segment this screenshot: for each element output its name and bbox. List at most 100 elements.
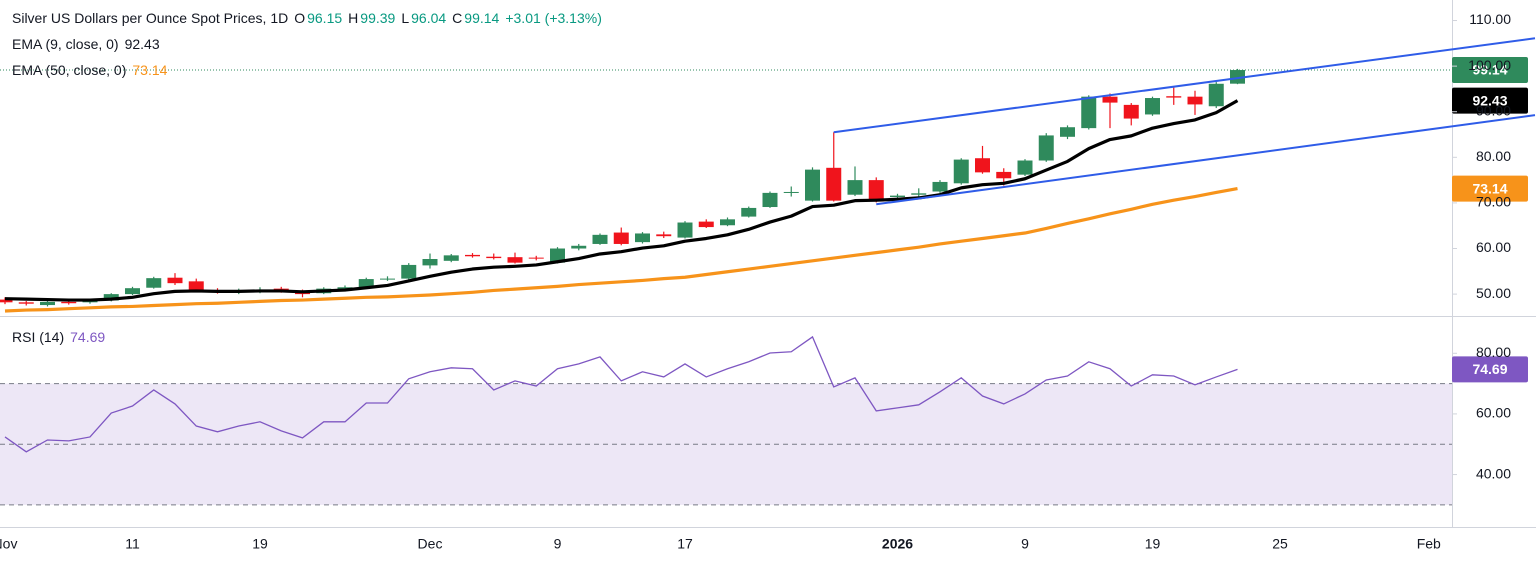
candle-body: [847, 180, 863, 195]
overlay: 99.14 92.43 73.14 74.69: [833, 37, 1536, 383]
candle-body: [486, 256, 502, 259]
candle-body: [1060, 127, 1075, 137]
y-tick-label: 70.00: [1476, 194, 1511, 210]
y-tick-label: 50.00: [1476, 285, 1511, 301]
price-marker: [1452, 57, 1528, 84]
ema-line: [4, 187, 1238, 313]
legend-value: 73.14: [132, 62, 168, 78]
candle-body: [1123, 104, 1139, 119]
y-tick-label: 60.00: [1476, 405, 1511, 421]
price-marker-label: 99.14: [1472, 62, 1507, 78]
ohlc-value: 99.39: [360, 10, 396, 26]
candle-body: [167, 277, 183, 284]
ohlc-value: 99.14: [464, 10, 500, 26]
candle-body: [783, 191, 799, 193]
candle-body: [592, 234, 608, 244]
ohlc-value: 96.15: [307, 10, 343, 26]
price-marker-label: 74.69: [1472, 361, 1507, 377]
header-row: Silver US Dollars per Ounce Spot Prices,…: [12, 9, 608, 27]
candle-body: [762, 192, 778, 208]
candle-body: [443, 255, 459, 261]
candle-body: [0, 299, 13, 303]
change-label: +3.01 (+3.13%): [505, 10, 602, 26]
y-tick-label: 100.00: [1468, 57, 1511, 73]
y-tick-label: 90.00: [1476, 102, 1511, 118]
candle-body: [146, 278, 162, 288]
candle-body: [528, 257, 544, 259]
candle-body: [61, 301, 77, 304]
candle-body: [656, 234, 672, 237]
candle-body: [890, 195, 905, 197]
candle-body: [507, 257, 523, 263]
candle-body: [358, 279, 374, 288]
ohlc-value: 96.04: [411, 10, 447, 26]
candle-body: [188, 281, 204, 291]
candle-body: [1187, 96, 1203, 105]
legend-name: EMA (9, close, 0): [12, 36, 119, 52]
y-tick-label: 110.00: [1469, 11, 1511, 27]
candle-body: [550, 248, 565, 263]
x-tick-label: 25: [1272, 536, 1288, 552]
candle-body: [401, 264, 417, 279]
candle-body: [1230, 70, 1245, 84]
ohlc-letter: O: [294, 10, 306, 26]
x-tick-label: Dec: [418, 536, 443, 552]
legend-row: EMA (9, close, 0) 92.43: [12, 35, 166, 53]
y-tick-label: 80.00: [1476, 344, 1511, 360]
candle-body: [805, 169, 820, 201]
y-tick-label: 80.00: [1476, 148, 1511, 164]
candle-body: [1038, 135, 1054, 161]
candle-body: [1166, 96, 1182, 98]
x-tick-label: 9: [554, 536, 562, 552]
rsi-line: [4, 335, 1238, 453]
candle-body: [465, 254, 480, 257]
legend-row: RSI (14) 74.69: [12, 328, 111, 346]
y-tick-label: 40.00: [1476, 465, 1511, 481]
chart-title: Silver US Dollars per Ounce Spot Prices,…: [12, 10, 289, 26]
candle-body: [613, 232, 629, 244]
x-tick-label: 9: [1021, 536, 1029, 552]
y-tick-label: 60.00: [1476, 239, 1511, 255]
candle-body: [911, 193, 927, 195]
legend-name: RSI (14): [12, 329, 65, 345]
candle-body: [996, 171, 1012, 179]
legend-row: EMA (50, close, 0) 73.14: [12, 61, 173, 79]
candle-body: [677, 222, 693, 238]
candle-body: [953, 159, 969, 184]
candle-body: [1081, 96, 1097, 129]
candle-body: [741, 207, 757, 217]
price-marker: [1452, 356, 1528, 383]
ema-line: [4, 99, 1239, 302]
candle-body: [40, 301, 55, 306]
x-tick-label: Nov: [0, 536, 17, 552]
candle-body: [1017, 160, 1033, 175]
channel-line: [876, 114, 1536, 206]
candle-body: [1102, 96, 1118, 103]
x-tick-label: 19: [1145, 536, 1161, 552]
candle-body: [698, 221, 714, 228]
candle-body: [103, 294, 119, 301]
price-marker-label: 92.43: [1472, 92, 1507, 108]
candle-body: [422, 259, 438, 266]
legend-name: EMA (50, close, 0): [12, 62, 127, 78]
candle-body: [975, 158, 990, 173]
candle-body: [826, 167, 842, 201]
rsi-pane: [0, 335, 1452, 506]
x-tick-label: Feb: [1417, 536, 1441, 552]
candle-body: [1208, 83, 1224, 107]
candle-body: [571, 245, 587, 249]
candle-body: [125, 288, 140, 295]
candle-body: [932, 181, 948, 192]
x-tick-label: 17: [677, 536, 693, 552]
candle-body: [635, 233, 650, 243]
price-pane: [0, 68, 1452, 313]
candle-body: [868, 180, 884, 202]
ohlc-letter: L: [401, 10, 410, 26]
candle-body: [18, 302, 34, 304]
price-marker: [1452, 175, 1528, 202]
channel-line: [833, 37, 1536, 134]
ohlc-letter: C: [452, 10, 463, 26]
legend-value: 74.69: [70, 329, 106, 345]
price-marker-label: 73.14: [1472, 180, 1507, 196]
